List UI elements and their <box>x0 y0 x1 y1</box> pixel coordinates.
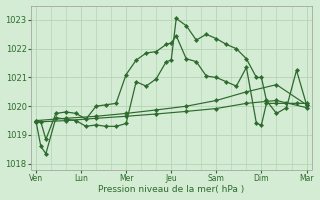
X-axis label: Pression niveau de la mer( hPa ): Pression niveau de la mer( hPa ) <box>98 185 244 194</box>
